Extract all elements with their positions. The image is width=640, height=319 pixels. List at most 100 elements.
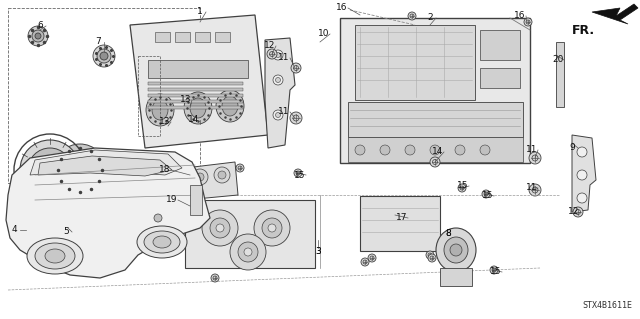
Ellipse shape [267,49,277,59]
Ellipse shape [35,33,41,39]
Text: STX4B1611E: STX4B1611E [582,301,632,310]
Polygon shape [185,162,238,200]
Ellipse shape [210,218,230,238]
Bar [215,32,230,42]
Ellipse shape [254,210,290,246]
Ellipse shape [293,115,299,121]
Ellipse shape [35,243,75,269]
Ellipse shape [577,147,587,157]
Text: 18: 18 [159,166,171,174]
Text: 11: 11 [278,54,290,63]
Ellipse shape [262,218,282,238]
Text: 3: 3 [315,248,321,256]
Bar [556,42,564,107]
Text: 19: 19 [166,196,178,204]
Text: 16: 16 [336,4,348,12]
Bar [138,56,160,136]
Ellipse shape [137,226,187,258]
Polygon shape [265,38,295,148]
Bar [360,196,440,251]
Ellipse shape [526,20,530,24]
Text: 5: 5 [63,227,69,236]
Ellipse shape [433,160,438,165]
Ellipse shape [532,155,538,161]
Bar [148,88,243,91]
Ellipse shape [230,234,266,270]
Bar [355,25,475,100]
Ellipse shape [269,51,275,56]
Bar [185,200,315,268]
Ellipse shape [380,145,390,155]
Ellipse shape [430,256,434,260]
Ellipse shape [196,173,204,181]
Ellipse shape [152,100,168,120]
Text: 16: 16 [515,11,525,20]
Ellipse shape [216,224,224,232]
Bar [175,32,190,42]
Text: 3: 3 [315,248,321,256]
Ellipse shape [408,12,416,20]
Ellipse shape [144,231,180,253]
Ellipse shape [444,237,468,263]
Ellipse shape [355,145,365,155]
Text: 8: 8 [445,229,451,239]
Ellipse shape [213,276,217,280]
Ellipse shape [275,113,280,117]
Ellipse shape [153,236,171,248]
Text: 11: 11 [526,145,538,154]
Bar [480,30,520,60]
Ellipse shape [460,186,464,190]
Ellipse shape [97,49,111,63]
Ellipse shape [238,166,242,170]
Bar [148,106,243,109]
Text: FR.: FR. [572,24,595,37]
Ellipse shape [202,210,238,246]
Ellipse shape [428,254,436,262]
Bar [340,18,530,163]
Ellipse shape [214,167,230,183]
Bar [348,137,523,162]
Ellipse shape [405,145,415,155]
Polygon shape [572,135,596,212]
Text: 20: 20 [552,56,564,64]
Ellipse shape [363,260,367,264]
Ellipse shape [577,170,587,180]
Ellipse shape [492,268,496,272]
Ellipse shape [184,92,212,124]
Ellipse shape [268,224,276,232]
Ellipse shape [410,14,414,18]
Ellipse shape [532,187,538,193]
Ellipse shape [294,65,298,70]
Ellipse shape [146,94,174,126]
Ellipse shape [426,251,434,259]
Text: 4: 4 [11,226,17,234]
Bar [190,185,202,215]
Ellipse shape [273,110,283,120]
Text: 14: 14 [432,147,444,157]
Text: 15: 15 [294,170,306,180]
Ellipse shape [573,207,583,217]
Ellipse shape [236,164,244,172]
Ellipse shape [190,98,206,118]
Ellipse shape [273,50,283,60]
Ellipse shape [20,140,80,200]
Text: 10: 10 [318,29,330,39]
Text: 17: 17 [396,213,408,222]
Ellipse shape [361,258,369,266]
Ellipse shape [428,253,432,257]
Text: 12: 12 [264,41,276,50]
Bar [480,68,520,88]
Ellipse shape [216,90,244,122]
Ellipse shape [577,193,587,203]
Ellipse shape [28,26,48,46]
Text: 13: 13 [159,117,171,127]
Text: 7: 7 [95,38,101,47]
Text: 12: 12 [568,207,580,217]
Bar [155,32,170,42]
Polygon shape [38,156,172,176]
Ellipse shape [490,266,498,274]
Ellipse shape [275,53,280,57]
Bar [8,8,200,183]
Ellipse shape [273,75,283,85]
Bar [440,268,472,286]
